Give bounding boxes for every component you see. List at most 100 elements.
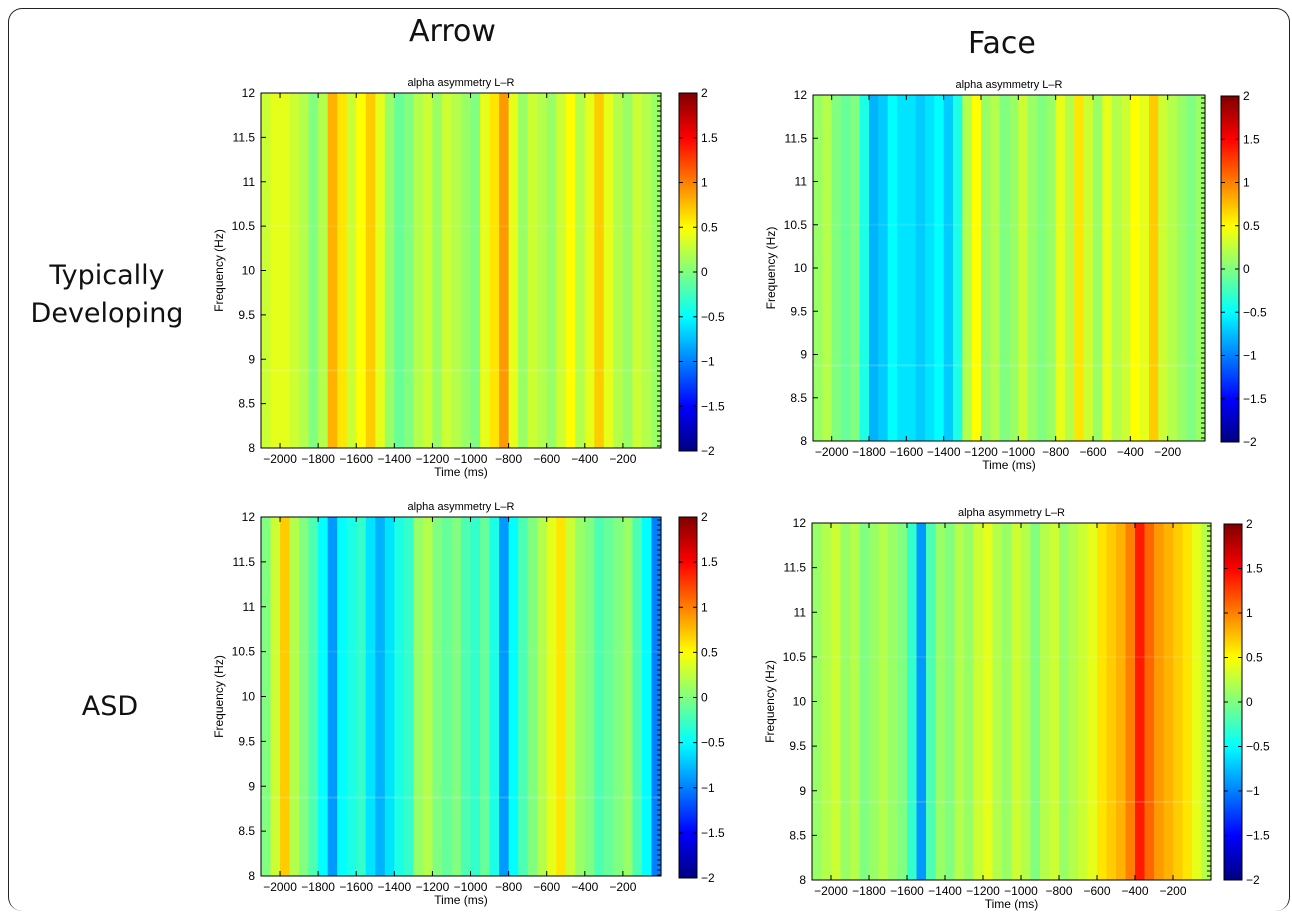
heatmap-cell (1186, 95, 1197, 441)
heatmap-cell (859, 95, 870, 441)
heatmap-cell (651, 93, 662, 448)
heatmap-cell (1195, 95, 1206, 441)
heatmap-cell (556, 93, 567, 448)
x-tick-label: −200 (1159, 884, 1186, 898)
heatmap-cell (556, 517, 567, 876)
row-header-text: Typically Developing (30, 260, 184, 329)
heatmap-cell (346, 517, 357, 876)
heatmap-cell (508, 517, 519, 876)
heatmap-cell (441, 93, 453, 448)
x-tick-label: −1800 (301, 880, 335, 894)
y-axis-label: Frequency (Hz) (212, 655, 226, 738)
heatmap-cell (537, 93, 548, 448)
heatmap-cell (280, 93, 291, 448)
colorbar-tick-label: 1 (701, 600, 708, 614)
heatmap-cell (954, 523, 965, 880)
y-tick-label: 9.5 (238, 308, 255, 322)
y-tick-label: 10.5 (783, 650, 807, 664)
x-tick-label: −1000 (454, 880, 488, 894)
x-tick-label: −1000 (1004, 884, 1038, 898)
heatmap-cell (1097, 523, 1108, 880)
heatmap-cell (1049, 523, 1060, 880)
heatmap-cell (499, 93, 510, 448)
x-tick-label: −2000 (263, 880, 297, 894)
heatmap-cell (897, 523, 908, 880)
heatmap-cell (1144, 523, 1155, 880)
x-tick-label: −800 (1045, 884, 1072, 898)
heatmap-cell (973, 523, 984, 880)
heatmap-cell (841, 95, 851, 441)
heatmap-cell (289, 93, 300, 448)
heatmap-cell (1102, 95, 1113, 441)
heatmap-cell (916, 523, 927, 880)
heatmap-cell (327, 93, 338, 448)
heatmap-cell (1149, 95, 1159, 441)
y-tick-label: 11.5 (785, 131, 808, 145)
x-tick-label: −1000 (454, 452, 488, 466)
heatmap-cell (603, 93, 614, 448)
heatmap-cell (915, 95, 926, 441)
heatmap-cell (318, 517, 329, 876)
y-tick-label: 9.5 (238, 734, 255, 748)
heatmap-cell (327, 517, 338, 876)
heatmap-cell (1068, 523, 1079, 880)
x-tick-label: −1800 (852, 445, 886, 459)
y-tick-label: 11.5 (784, 561, 807, 575)
heatmap-cell (375, 93, 386, 448)
heatmap-cell (962, 95, 973, 441)
colorbar-tick-label: 0 (701, 265, 708, 279)
y-tick-label: 9.5 (789, 739, 806, 753)
heatmap-cell (831, 95, 842, 441)
colorbar-tick-label: −1 (701, 355, 715, 369)
y-tick-label: 9 (799, 784, 806, 798)
y-tick-label: 8.5 (790, 391, 807, 405)
heatmap-cell (365, 93, 376, 448)
colorbar-tick-label: 2 (701, 86, 708, 100)
y-tick-label: 11 (243, 175, 256, 189)
y-tick-label: 11.5 (233, 130, 256, 144)
heatmap-cell (1002, 523, 1013, 880)
heatmap-cell (432, 93, 443, 448)
y-tick-label: 10.5 (232, 645, 256, 659)
y-tick-label: 8 (248, 441, 255, 455)
heatmap-cell (489, 517, 500, 876)
colorbar-tick-label: 2 (701, 510, 708, 524)
heatmap-cell (1173, 523, 1184, 880)
heatmap-cell (594, 93, 605, 448)
heatmap-cell (1078, 523, 1089, 880)
y-tick-label: 8.5 (238, 397, 255, 411)
y-tick-label: 9 (248, 352, 255, 366)
x-tick-label: −2000 (814, 884, 848, 898)
heatmap-cell (575, 93, 586, 448)
x-tick-label: −400 (571, 452, 598, 466)
heatmap-cell (1130, 95, 1141, 441)
y-tick-label: 10 (242, 264, 256, 278)
x-tick-label: −400 (571, 880, 598, 894)
heatmap-cell (1192, 523, 1203, 880)
heatmap-cell (575, 517, 586, 876)
colorbar-tick-label: 2 (1243, 89, 1250, 103)
colorbar-tick-label: 1 (1246, 606, 1253, 620)
heatmap-cell (869, 95, 879, 441)
heatmap-cell (926, 523, 937, 880)
colorbar-tick-label: 0.5 (701, 645, 718, 659)
colorbar-tick-label: −1.5 (1246, 829, 1270, 843)
heatmap-cell (422, 517, 434, 876)
heatmap-cell (869, 523, 880, 880)
heatmap-cell (822, 95, 833, 441)
heatmap-cell (1182, 523, 1193, 880)
y-tick-label: 10 (794, 261, 808, 275)
x-tick-label: −800 (495, 880, 522, 894)
heatmap-cell (1139, 95, 1150, 441)
heatmap-cell (546, 93, 557, 448)
x-tick-label: −200 (1154, 445, 1181, 459)
heatmap-cell (337, 93, 348, 448)
colorbar-tick-label: 0 (1246, 695, 1253, 709)
colorbar-tick-label: −2 (701, 444, 715, 458)
y-tick-label: 10 (242, 690, 256, 704)
column-header-arrow: Arrow (409, 14, 496, 49)
heatmap-cell (821, 523, 832, 880)
x-tick-label: −1200 (966, 884, 1000, 898)
heatmap-cell (831, 523, 842, 880)
heatmap-cell (1083, 95, 1094, 441)
